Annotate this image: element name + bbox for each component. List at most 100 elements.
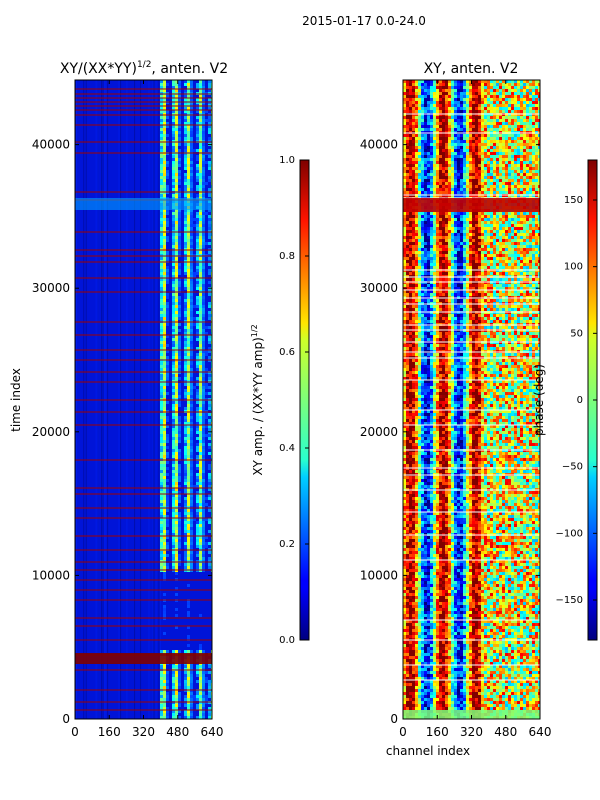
phase-cell <box>490 173 493 176</box>
phase-cell <box>454 92 457 95</box>
phase-cell <box>496 170 499 173</box>
amp-cell <box>208 692 211 695</box>
phase-cell <box>532 83 535 86</box>
phase-cell <box>457 107 460 110</box>
phase-cell <box>451 221 454 224</box>
amp-cell <box>187 281 190 284</box>
phase-cell <box>463 152 466 155</box>
phase-cell <box>451 182 454 185</box>
amp-cell <box>163 632 166 635</box>
phase-cell <box>427 221 430 224</box>
amp-cell <box>160 209 163 212</box>
phase-cell <box>499 152 502 155</box>
phase-cell <box>475 182 478 185</box>
amp-cell <box>163 413 166 416</box>
amp-cell <box>172 491 175 494</box>
phase-cell <box>508 158 511 161</box>
phase-cell <box>433 188 436 191</box>
amp-cell <box>175 257 178 260</box>
phase-cell <box>508 155 511 158</box>
phase-cell <box>529 161 532 164</box>
phase-cell <box>421 227 424 230</box>
phase-cell <box>406 101 409 104</box>
amp-cell <box>202 185 205 188</box>
amp-cell <box>187 80 190 83</box>
amp-cell <box>160 299 163 302</box>
amp-cell <box>160 119 163 122</box>
amp-cell <box>208 521 211 524</box>
amp-cell <box>172 407 175 410</box>
amp-cell <box>193 698 196 701</box>
amp-cell <box>187 503 190 506</box>
amp-cell <box>178 716 181 719</box>
amp-cell <box>190 341 193 344</box>
phase-cell <box>421 89 424 92</box>
amp-cell <box>178 395 181 398</box>
phase-cell <box>484 116 487 119</box>
amp-cell <box>199 374 202 377</box>
amp-cell <box>202 275 205 278</box>
amp-cell <box>187 497 190 500</box>
phase-cell <box>460 227 463 230</box>
amp-cell <box>175 89 178 92</box>
phase-cell <box>415 218 418 221</box>
amp-cell <box>202 272 205 275</box>
amp-cell <box>208 476 211 479</box>
phase-cell <box>463 227 466 230</box>
amp-cell <box>163 212 166 215</box>
phase-cell <box>460 122 463 125</box>
amp-cell <box>190 470 193 473</box>
phase-cell <box>469 227 472 230</box>
amp-cell <box>199 509 202 512</box>
phase-cell <box>403 155 406 158</box>
phase-cell <box>487 167 490 170</box>
amp-cell <box>175 323 178 326</box>
amp-cell <box>202 419 205 422</box>
amp-cell <box>184 485 187 488</box>
amp-cell <box>163 170 166 173</box>
amp-cell <box>184 446 187 449</box>
phase-cell <box>445 176 448 179</box>
amp-cell <box>163 395 166 398</box>
phase-cell <box>472 179 475 182</box>
phase-cell <box>430 137 433 140</box>
amp-cell <box>172 323 175 326</box>
amp-cell <box>175 311 178 314</box>
amp-cell <box>184 395 187 398</box>
phase-cell <box>487 137 490 140</box>
phase-cell <box>499 122 502 125</box>
amp-cell <box>178 368 181 371</box>
phase-cell <box>421 164 424 167</box>
phase-cell <box>505 191 508 194</box>
amp-cell <box>187 692 190 695</box>
amp-cell <box>160 389 163 392</box>
amp-cell <box>178 521 181 524</box>
phase-cell <box>514 212 517 215</box>
amp-cell <box>187 470 190 473</box>
phase-cell <box>445 98 448 101</box>
amp-cell <box>196 119 199 122</box>
amp-cell <box>190 107 193 110</box>
phase-cell <box>415 104 418 107</box>
amp-cell <box>163 563 166 566</box>
phase-cell <box>433 119 436 122</box>
amp-cell <box>160 272 163 275</box>
amp-cell <box>187 215 190 218</box>
phase-cell <box>421 155 424 158</box>
amp-cell <box>172 713 175 716</box>
amp-cell <box>160 212 163 215</box>
phase-cell <box>436 179 439 182</box>
amp-cell <box>160 680 163 683</box>
phase-cell <box>421 128 424 131</box>
amp-cell <box>196 437 199 440</box>
phase-cell <box>499 218 502 221</box>
amp-cell <box>187 227 190 230</box>
phase-cell <box>460 158 463 161</box>
phase-cell <box>424 221 427 224</box>
phase-cell <box>532 170 535 173</box>
amp-cell <box>190 89 193 92</box>
phase-cell <box>499 86 502 89</box>
amp-cell <box>196 416 199 419</box>
amp-cell <box>199 170 202 173</box>
